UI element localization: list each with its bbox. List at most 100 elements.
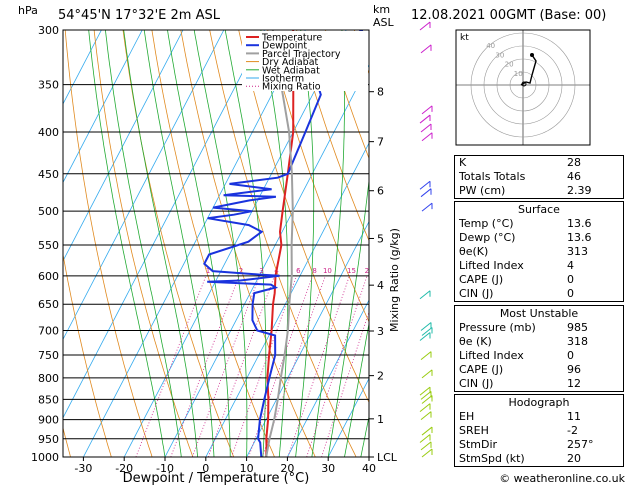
wind-barb (421, 448, 433, 458)
wind-barb (419, 21, 431, 31)
plot-frame (62, 29, 370, 458)
y-tick-label: 850 (38, 393, 59, 406)
x-tick-label: 20 (280, 462, 294, 475)
wet-adiabat-line (123, 30, 198, 457)
y-tick-label: 900 (38, 414, 59, 427)
row-label: EH (459, 410, 475, 423)
row-value: 20 (567, 452, 581, 465)
wet-adiabat-line (295, 30, 315, 457)
table-row: Dewp (°C) 13.6 (455, 231, 623, 245)
y-tick-label: 1000 (31, 451, 59, 464)
datetime-title: 12.08.2021 00GMT (Base: 00) (411, 8, 606, 23)
x-tick-label: -30 (74, 462, 92, 475)
hodograph-end-dot (530, 53, 534, 57)
table-row: CIN (J) 12 (455, 377, 623, 391)
y-tick-label: 750 (38, 349, 59, 362)
row-label: Lifted Index (459, 259, 524, 272)
row-value: 13.6 (567, 217, 592, 230)
wind-barb (420, 123, 432, 133)
row-value: 2.39 (567, 184, 592, 197)
isotherm-line (327, 377, 369, 457)
most-unstable-table: Most Unstable Pressure (mb) 985 θe (K) 318 L… (454, 305, 624, 392)
wind-barb (421, 369, 433, 379)
table-row: CAPE (J) 96 (455, 363, 623, 377)
wind-barb (420, 322, 432, 331)
y-tick-label: 350 (38, 79, 59, 92)
km-tick-label: 8 (377, 86, 384, 99)
row-label: θe(K) (459, 245, 489, 258)
row-value: 96 (567, 363, 581, 376)
row-value: 12 (567, 377, 581, 390)
skewt-axes: 3003504004505005506006507007508008509009… (31, 24, 398, 475)
hodograph-ring (483, 45, 563, 125)
most-unstable-title: Most Unstable (499, 307, 579, 320)
row-value: 4 (567, 259, 574, 272)
hodograph-table-title: Hodograph (508, 396, 570, 409)
mixing-ratio-label: 2 (239, 267, 243, 275)
row-value: 313 (567, 245, 588, 258)
wind-barb (420, 44, 432, 54)
row-value: 257° (567, 438, 594, 451)
isotherm-line (246, 220, 369, 457)
legend-item: Dry Adiabat (262, 57, 319, 68)
row-value: 318 (567, 335, 588, 348)
wind-barb (421, 395, 433, 404)
row-label: θe (K) (459, 335, 492, 348)
surface-title: Surface (518, 203, 560, 216)
wind-barb (421, 202, 433, 212)
isotherm-line (287, 299, 369, 457)
row-label: SREH (459, 424, 489, 437)
row-label: Totals Totals (459, 170, 526, 183)
wet-adiabat-line (360, 414, 369, 457)
wet-adiabat-line (344, 321, 369, 457)
y2-axis-label: Mixing Ratio (g/kg) (388, 228, 401, 332)
table-row: Totals Totals 46 (455, 170, 623, 184)
km-tick-label: LCL (377, 451, 398, 464)
isotherm-line (63, 30, 102, 105)
mixing-ratio-label: 6 (296, 267, 301, 275)
x-tick-label: 0 (202, 462, 209, 475)
row-value: 0 (567, 349, 574, 362)
legend-item: Wet Adiabat (262, 65, 320, 76)
mixing-ratio-label: 1 (206, 267, 210, 275)
table-row: StmSpd (kt) 20 (455, 452, 623, 466)
y-tick-label: 950 (38, 433, 59, 446)
table-row: θe (K) 318 (455, 335, 623, 349)
mixing-ratio-label: 10 (323, 267, 332, 275)
x-tick-label: -10 (156, 462, 174, 475)
row-label: CIN (J) (459, 287, 494, 300)
isotherm-line (63, 30, 143, 184)
km-tick-label: 7 (377, 136, 384, 149)
surface-table: Surface Temp (°C) 13.6 Dewp (°C) 13.6 θe(K) 3… (454, 201, 624, 302)
km-unit: km (373, 3, 390, 16)
km-tick-label: 4 (377, 279, 384, 292)
row-value: 11 (567, 410, 581, 423)
storm-motion-marker (521, 81, 527, 87)
table-row: StmDir 257° (455, 438, 623, 452)
y-tick-label: 400 (38, 126, 59, 139)
table-row: EH 11 (455, 410, 623, 424)
legend-item: Isotherm (262, 74, 304, 85)
table-row: K 28 (455, 156, 623, 170)
series-parcel-trajectory (265, 30, 294, 457)
row-value: 28 (567, 156, 581, 169)
wind-barb (421, 132, 433, 142)
wind-barb (420, 188, 432, 198)
mixing-ratio-line (287, 275, 350, 457)
dry-adiabat-line (296, 30, 369, 242)
wind-barb (419, 290, 431, 300)
wind-barb (419, 403, 431, 413)
isotherm-line (63, 30, 265, 419)
wind-barbs (419, 21, 433, 458)
legend-item: Temperature (261, 33, 322, 44)
isotherm-line (63, 30, 225, 341)
wind-barb (419, 332, 431, 341)
legend-item: Parcel Trajectory (262, 49, 341, 60)
hodograph-label: kt (460, 33, 469, 43)
x-tick-label: 40 (362, 462, 376, 475)
hodograph-ring-label: 20 (505, 61, 514, 69)
mixing-ratio-label: 8 (312, 267, 316, 275)
wind-barb (421, 105, 433, 115)
row-label: CAPE (J) (459, 273, 504, 286)
